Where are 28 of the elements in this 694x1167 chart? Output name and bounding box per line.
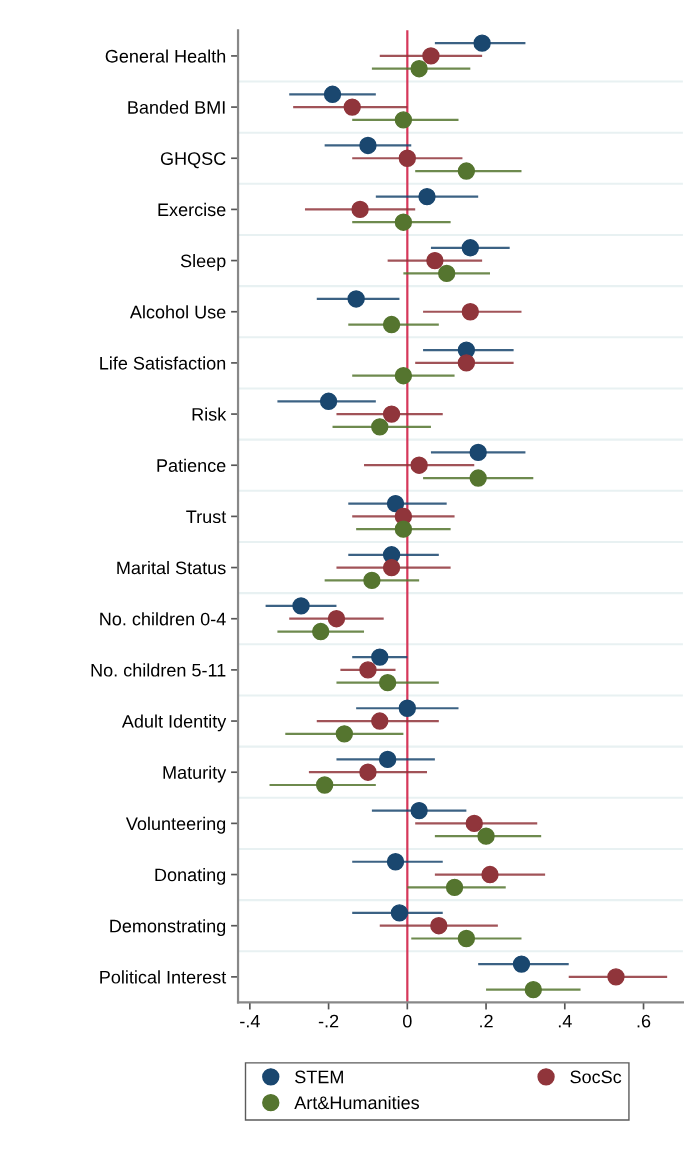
legend-label: SocSc bbox=[570, 1070, 622, 1084]
y-tick-label: Patience bbox=[157, 458, 226, 472]
y-tick-label: General Health bbox=[105, 49, 226, 63]
y-tick-label: Maturity bbox=[163, 765, 227, 783]
y-tick-label: Adult Identity bbox=[121, 714, 227, 732]
legend-label: STEM bbox=[295, 1070, 343, 1084]
y-tick-label: Banded BMI bbox=[128, 100, 225, 114]
x-tick-label: .2 bbox=[480, 1014, 493, 1028]
legend-label: Art&Humanities bbox=[294, 1095, 420, 1110]
x-tick-label: 0 bbox=[403, 1014, 412, 1028]
y-tick-label: GHQSC bbox=[160, 152, 226, 169]
y-tick-label: Sleep bbox=[180, 254, 226, 271]
y-tick-label: Marital Status bbox=[117, 561, 226, 575]
x-tick-label: .4 bbox=[558, 1014, 572, 1028]
y-tick-label: No. children 5-11 bbox=[91, 663, 226, 677]
y-tick-label: Risk bbox=[192, 407, 227, 421]
y-tick-label: Donating bbox=[155, 868, 226, 885]
x-tick-label: -.4 bbox=[240, 1014, 260, 1028]
y-tick-label: Political Interest bbox=[100, 970, 227, 984]
y-tick-label: Demonstrating bbox=[110, 919, 226, 936]
y-tick-label: Volunteering bbox=[125, 816, 226, 834]
y-tick-label: Exercise bbox=[158, 202, 226, 217]
y-tick-label: Alcohol Use bbox=[129, 305, 226, 319]
y-tick-label: No. children 0-4 bbox=[100, 612, 226, 626]
x-tick-label: -.2 bbox=[318, 1014, 339, 1028]
x-tick-label: .6 bbox=[637, 1014, 651, 1028]
y-tick-label: Life Satisfaction bbox=[100, 356, 226, 370]
y-tick-label: Trust bbox=[186, 510, 227, 524]
